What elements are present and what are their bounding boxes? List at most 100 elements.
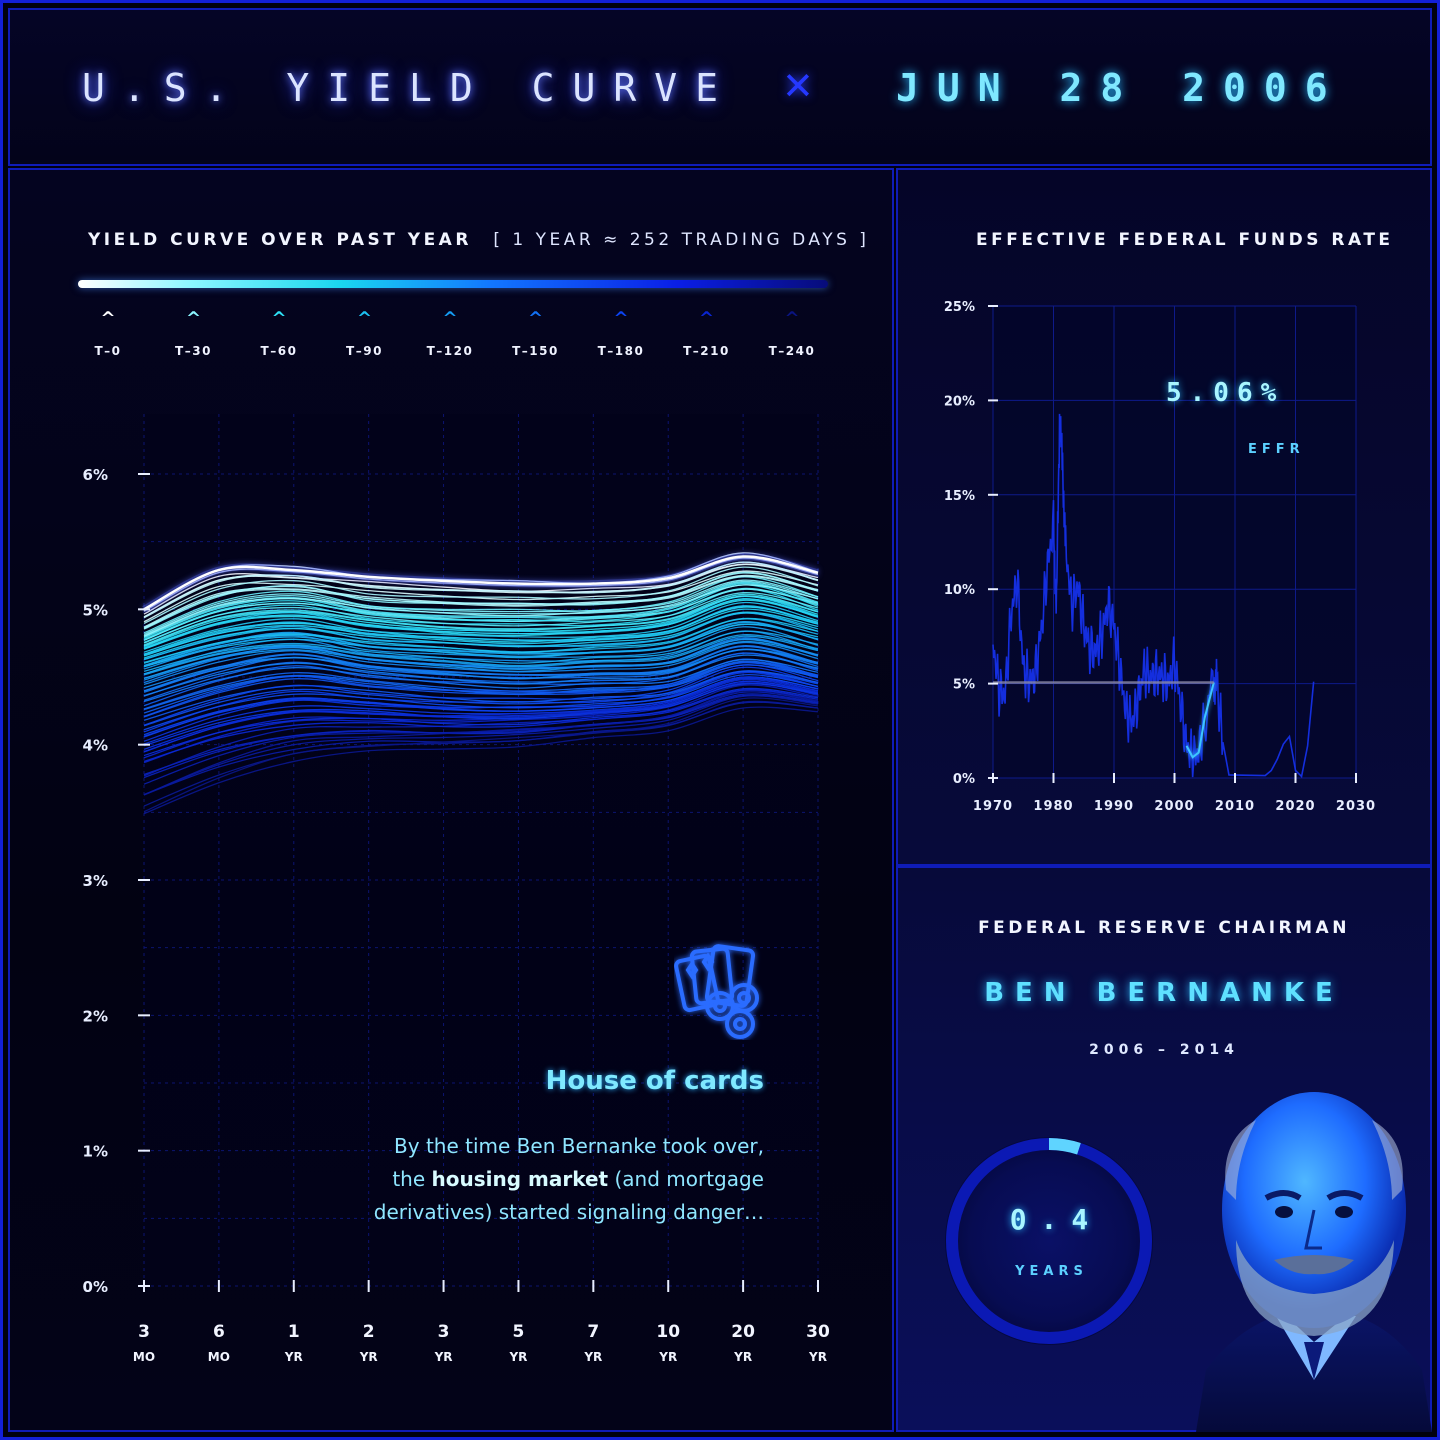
- yield-curve-line: [143, 689, 819, 796]
- tenure-gauge: [945, 1137, 1153, 1345]
- yield-curve-line: [143, 674, 819, 731]
- y-tick-label: 5%: [83, 601, 108, 619]
- yield-curve-line: [143, 664, 819, 711]
- annotation-line-2-pre: the: [392, 1167, 432, 1191]
- yield-curve-line: [143, 617, 819, 664]
- legend-item: ^ T–30: [164, 310, 224, 359]
- legend-item: ^ T–60: [249, 308, 309, 359]
- yield-curve-line: [143, 695, 819, 796]
- chevron-up-icon: ^: [698, 308, 715, 329]
- effr-x-tick-label: 1970: [973, 799, 1013, 814]
- yield-curve-line: [143, 700, 819, 807]
- legend-item: ^ T–150: [506, 308, 566, 359]
- yield-curve-line: [143, 576, 819, 634]
- yield-curve-line: [143, 641, 819, 686]
- x-tick-label: 20: [731, 1322, 755, 1342]
- yield-curve-line: [143, 683, 819, 747]
- effr-y-tick-label: 0%: [953, 772, 975, 787]
- effr-x-tick-label: 1980: [1033, 799, 1073, 814]
- legend-item: ^ T–180: [591, 308, 651, 359]
- yield-curve-line: [143, 598, 819, 650]
- yield-curve-line: [143, 660, 819, 710]
- yield-curve-line: [143, 664, 819, 726]
- yield-curve-line: [143, 623, 819, 668]
- effr-y-tick-label: 25%: [944, 300, 975, 315]
- effr-panel-title: EFFECTIVE FEDERAL FUNDS RATE: [976, 230, 1394, 250]
- chevron-up-icon: ^: [442, 308, 458, 329]
- annotation-body: By the time Ben Bernanke took over, the …: [360, 1130, 764, 1229]
- playing-cards-chips-icon: [674, 944, 759, 1039]
- yield-curve-line: [143, 566, 819, 625]
- yield-curve-line: [143, 584, 819, 637]
- legend-label: T–30: [175, 344, 212, 358]
- yield-curve-line: [143, 693, 819, 779]
- effr-history-line: [992, 413, 1315, 779]
- yield-curve-line: [143, 637, 819, 684]
- yield-curve-line: [143, 677, 819, 745]
- chevron-up-icon: ^: [100, 308, 116, 329]
- x-tick-unit: YR: [808, 1350, 827, 1364]
- chairman-term: 2006 – 2014: [1089, 1042, 1239, 1058]
- legend-item: ^ T–90: [335, 310, 395, 359]
- chevron-up-icon: ^: [613, 308, 629, 329]
- yield-curve-line: [143, 635, 819, 676]
- plot-background: [144, 414, 818, 1286]
- x-tick-unit: YR: [583, 1350, 602, 1364]
- yield-curve-line: [143, 612, 819, 661]
- tenure-label: YEARS: [1015, 1264, 1088, 1279]
- yield-curve-line: [143, 587, 819, 641]
- y-tick-label: 2%: [83, 1007, 108, 1025]
- yield-curve-line: [143, 601, 819, 653]
- x-tick-label: 10: [656, 1322, 680, 1342]
- yield-curve-line: [143, 645, 819, 693]
- header-panel: [8, 8, 1432, 166]
- chevron-up-icon: ^: [271, 308, 287, 329]
- annotation-line-1: By the time Ben Bernanke took over,: [394, 1134, 764, 1158]
- effr-x-tick-label: 2000: [1154, 799, 1194, 814]
- yield-curve-line: [143, 662, 819, 718]
- x-tick-label: 30: [806, 1322, 830, 1342]
- yield-panel-title-text: YIELD CURVE OVER PAST YEAR: [88, 230, 472, 250]
- chairman-portrait: [1196, 1092, 1432, 1432]
- x-tick-label: 6: [213, 1322, 225, 1342]
- yield-curve-line: [143, 661, 819, 714]
- yield-curve-line: [143, 687, 819, 757]
- yield-curve-line: [143, 593, 819, 646]
- y-tick-label: 1%: [83, 1143, 108, 1161]
- y-tick-label: 0%: [83, 1278, 108, 1296]
- legend-gradient-bar: [78, 280, 828, 288]
- yield-curve-line: [143, 689, 819, 763]
- legend-label: T–60: [260, 344, 298, 358]
- yield-curve-line: [143, 670, 819, 727]
- yield-curve-line: [143, 605, 819, 655]
- yield-curve-line: [143, 626, 819, 670]
- chevron-up-icon: ^: [527, 308, 544, 329]
- effr-y-tick-label: 10%: [944, 583, 975, 598]
- yield-curve-line: [143, 561, 819, 619]
- annotation-line-3: derivatives) started signaling danger…: [373, 1200, 764, 1224]
- legend-item: ^ T–210: [677, 308, 737, 359]
- x-tick-unit: YR: [508, 1350, 527, 1364]
- legend-item: ^ T–240: [762, 308, 822, 359]
- yield-curve-line: [143, 579, 819, 635]
- y-tick-label: 3%: [83, 872, 108, 890]
- effr-y-tick-label: 5%: [953, 678, 975, 693]
- times-icon: ✕: [782, 64, 814, 108]
- x-tick-label: 7: [587, 1322, 599, 1342]
- tenure-value: 0.4: [1009, 1203, 1103, 1236]
- legend-item: ^ T–0: [78, 308, 138, 359]
- chevron-up-icon: ^: [784, 308, 800, 329]
- effr-highlight-line: [1185, 682, 1215, 759]
- yield-curve-line: [143, 592, 819, 644]
- yield-curve-line: [143, 640, 819, 680]
- legend-label: T–210: [683, 344, 730, 358]
- yield-curve-line: [143, 630, 819, 672]
- legend-label: T–150: [512, 344, 559, 358]
- yield-curve-line: [143, 621, 819, 667]
- yield-curve-line: [143, 645, 819, 692]
- page-title: U.S. YIELD CURVE: [82, 66, 737, 110]
- yield-curve-line: [143, 575, 819, 629]
- legend-label: T–120: [426, 344, 474, 358]
- yield-curve-line: [143, 580, 819, 637]
